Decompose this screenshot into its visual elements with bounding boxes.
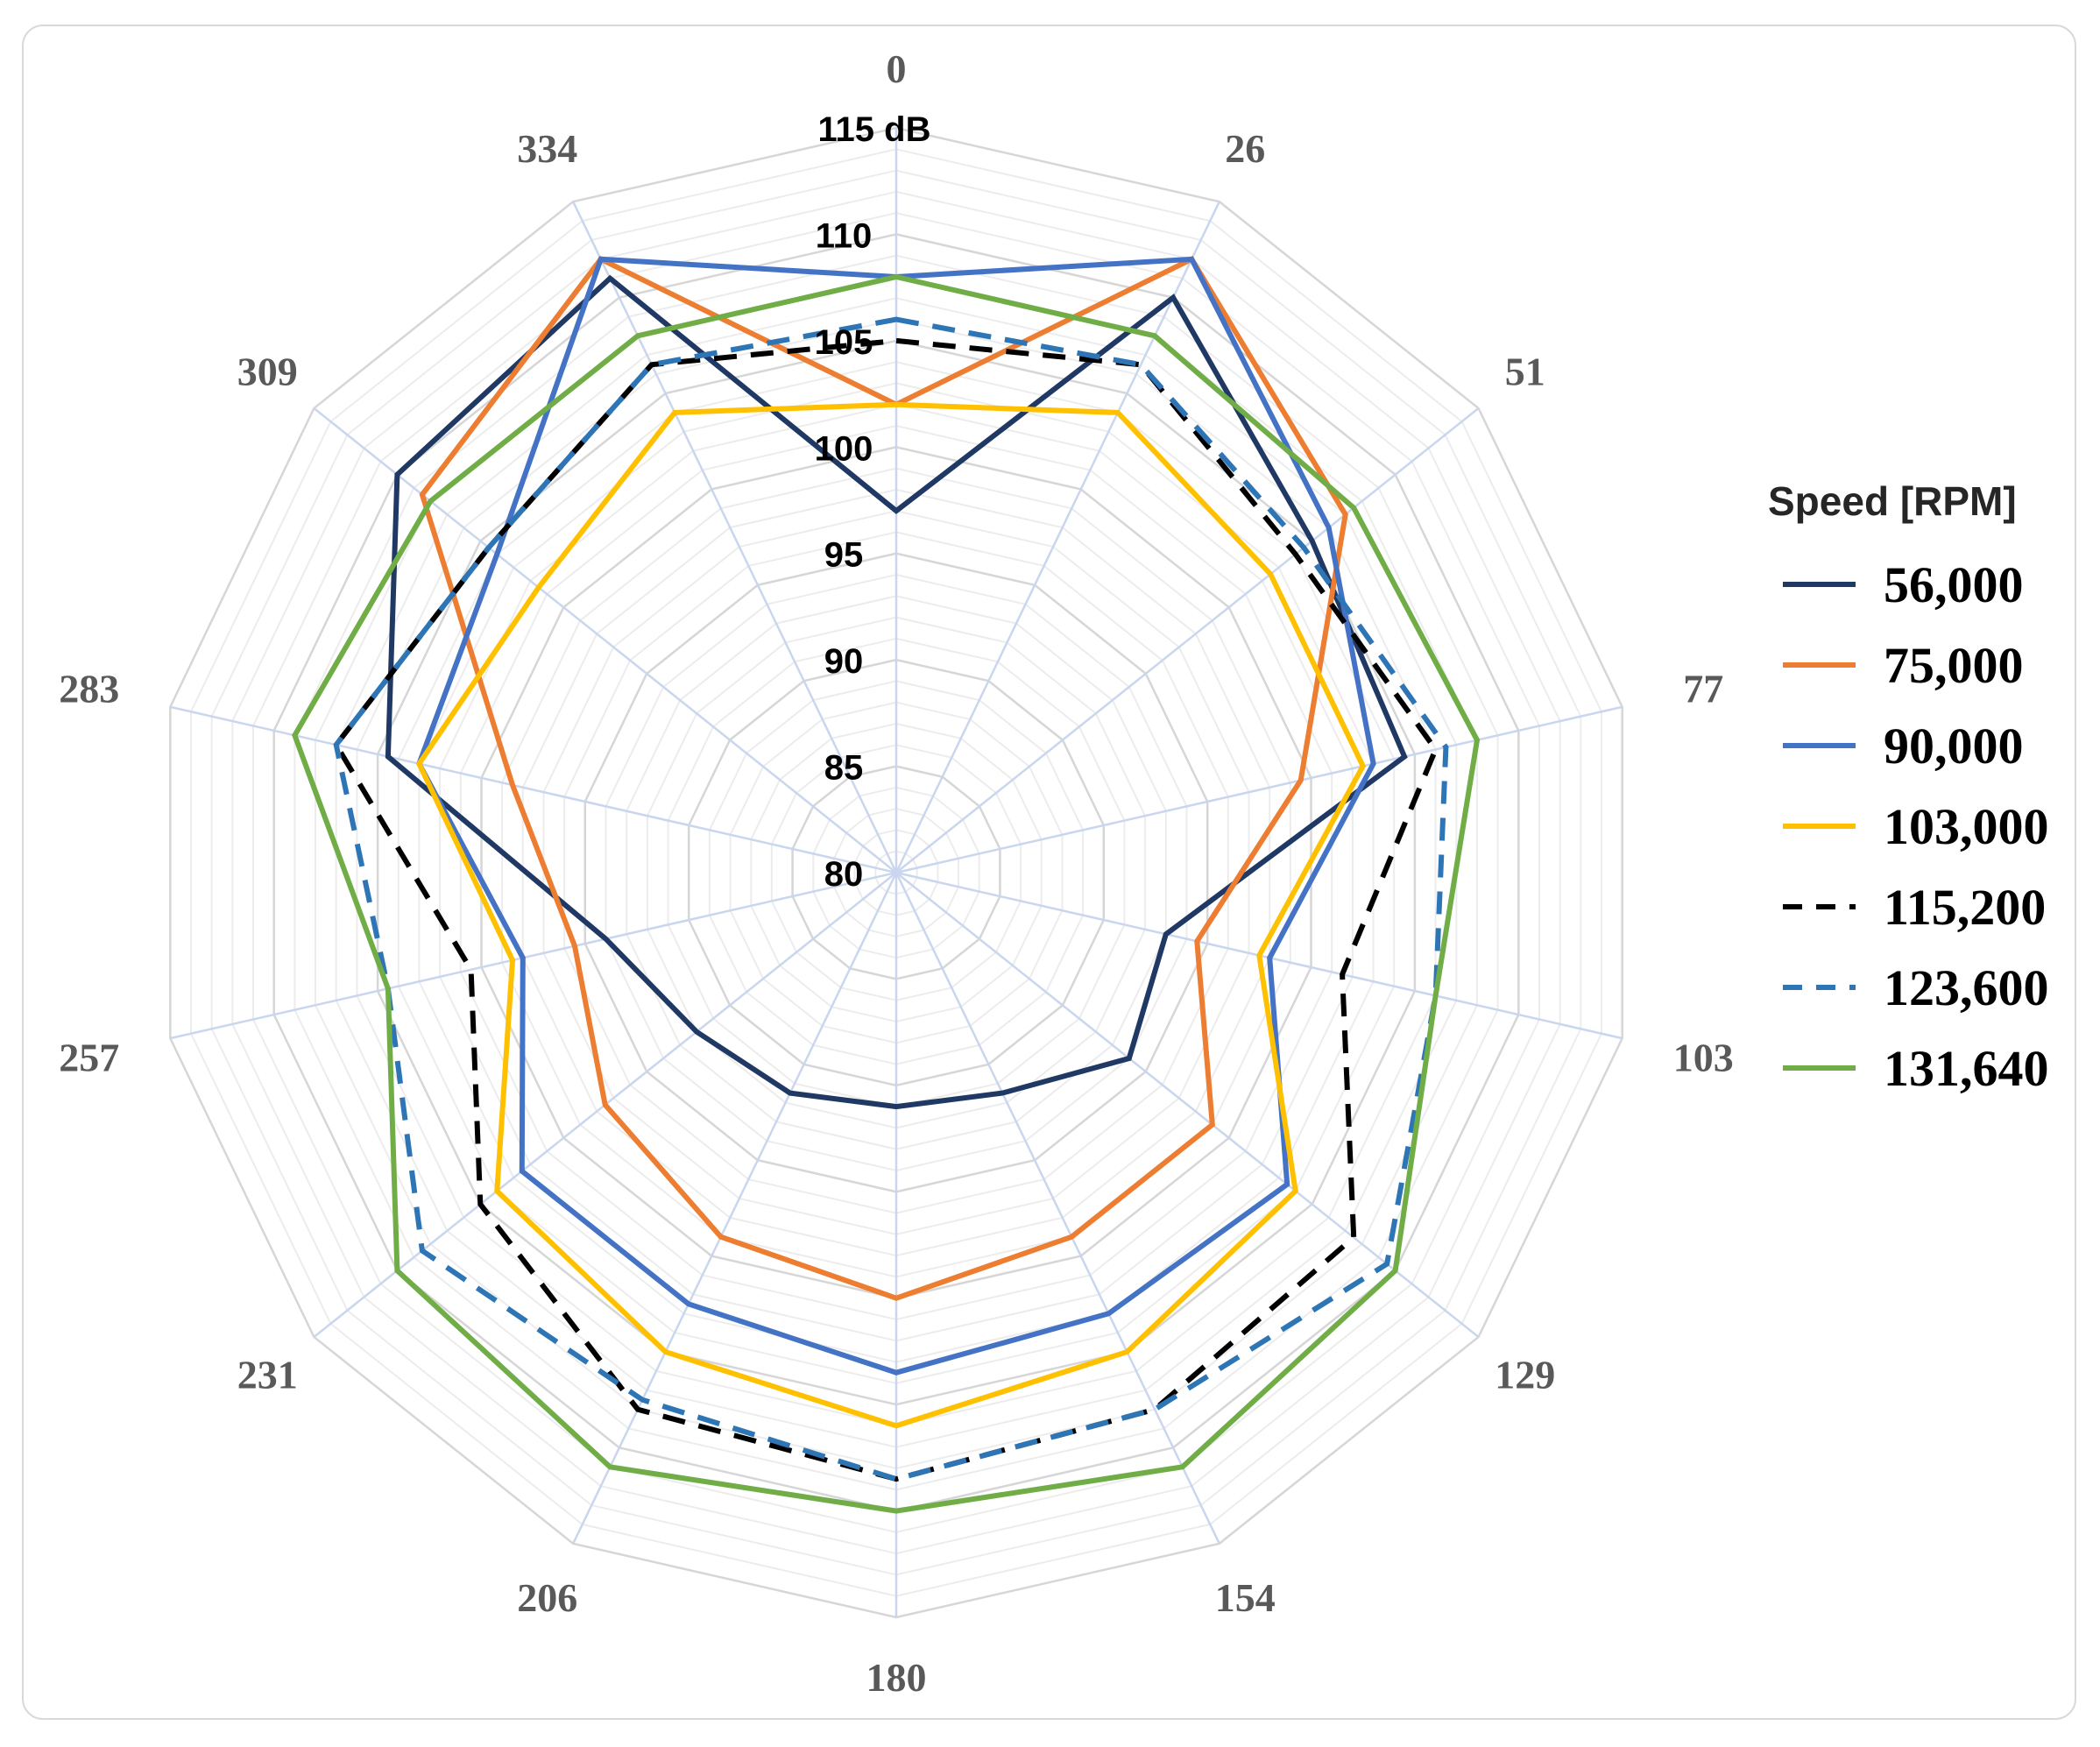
legend-title: Speed [RPM] [1768,478,2017,524]
series-line [415,401,1367,1429]
series-lines [292,255,1481,1514]
angle-label: 154 [1215,1575,1276,1620]
series-line [419,255,1348,1301]
angle-label: 309 [237,350,298,394]
angle-label: 231 [237,1352,298,1397]
spoke [895,407,1480,874]
radial-tick-label: 100 [815,429,873,468]
radial-tick-label: 110 [816,216,873,255]
legend-label: 56,000 [1884,556,2024,613]
angle-label: 26 [1225,126,1265,171]
legend-label: 115,200 [1884,879,2046,936]
angle-labels: 0 26 51 77 103 129 154 180 206 231 257 283 309 334 [59,46,1734,1700]
legend-label: 123,600 [1884,959,2049,1016]
radial-tick-label: 90 [824,642,864,681]
angle-label: 77 [1683,667,1723,711]
spoke [313,407,897,874]
spoke [572,872,898,1545]
spoke [572,201,898,874]
series-line [292,273,1481,1514]
spoke [170,705,897,874]
radial-tick-label: 80 [824,855,864,894]
angle-label: 0 [887,46,907,91]
angle-label: 51 [1505,350,1545,394]
angle-label: 103 [1673,1035,1734,1079]
angle-label: 257 [59,1035,119,1079]
radial-tick-label: 105 [815,323,873,362]
angle-label: 129 [1495,1352,1555,1397]
legend-label: 103,000 [1884,798,2049,855]
radial-tick-label: 85 [824,749,864,788]
spoke [895,705,1623,874]
series-line [333,337,1439,1482]
spoke [895,872,1480,1338]
angle-label: 334 [517,126,577,171]
spoke [894,201,1220,874]
chart-frame [22,25,2076,1720]
radial-tick-label: 115 dB [818,110,931,149]
angle-label: 206 [517,1575,577,1620]
legend: Speed [RPM] 56,000 75,000 90,000 103,000 115… [1768,478,2049,1097]
angle-label: 283 [59,667,119,711]
spoke [894,872,1220,1545]
legend-label: 90,000 [1884,718,2024,774]
angle-label: 180 [866,1655,927,1700]
radial-tick-label: 95 [824,536,864,575]
legend-label: 75,000 [1884,637,2024,694]
legend-label: 131,640 [1884,1040,2049,1097]
radial-tick-labels: 80 85 90 95 100 105 110 115 dB [815,110,931,894]
spoke [170,871,897,1040]
spokes [170,128,1623,1617]
